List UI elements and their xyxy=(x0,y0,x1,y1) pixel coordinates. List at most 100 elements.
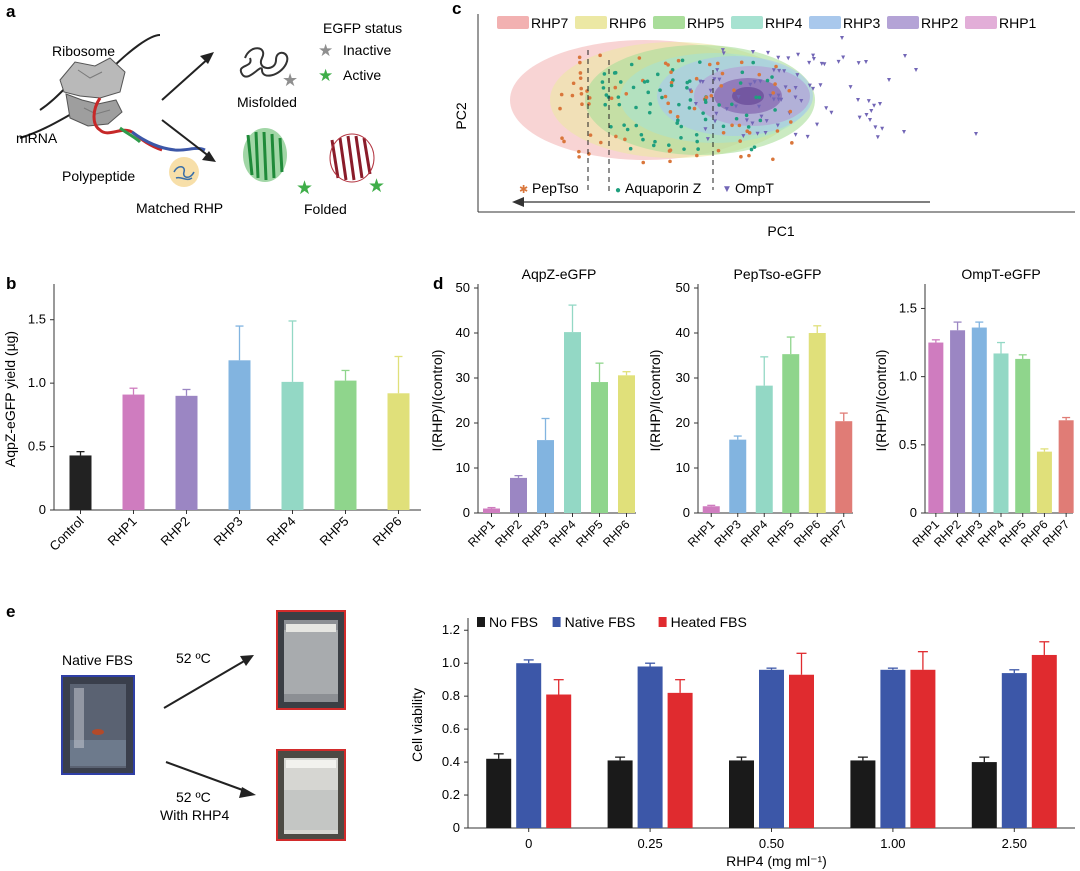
pca-point xyxy=(815,122,820,127)
pca-point xyxy=(771,97,776,102)
pca-point xyxy=(776,93,781,98)
pca-point xyxy=(688,98,693,102)
pca-point xyxy=(720,48,725,53)
y-tick-label: 0 xyxy=(683,505,690,520)
arrow-to-heated-icon xyxy=(163,655,254,709)
inactive-label: Inactive xyxy=(343,42,391,58)
x-tick-label: RHP5 xyxy=(573,517,606,550)
pca-point xyxy=(696,147,700,151)
y-tick-label: 1.0 xyxy=(28,375,46,390)
bar-rhp6 xyxy=(1036,451,1052,513)
y-tick-label: 30 xyxy=(676,370,690,385)
pca-point xyxy=(759,114,764,119)
pca-point xyxy=(766,50,771,55)
y-tick-label: 1.5 xyxy=(28,312,46,327)
panel-label-d: d xyxy=(433,274,443,293)
pca-clouds xyxy=(510,40,815,160)
pca-point xyxy=(663,61,668,66)
pca-point xyxy=(634,123,639,128)
pca-point xyxy=(748,82,753,87)
pca-point xyxy=(786,56,791,61)
bar-rhp1 xyxy=(702,506,720,513)
pca-point xyxy=(739,60,744,65)
pca-point xyxy=(744,118,749,123)
pca-point xyxy=(624,91,629,96)
chart-b: 0 0.5 1.0 1.5 Control RHP1 RHP2 RHP3 RHP4 RHP5 RHP… xyxy=(2,284,421,554)
pca-point xyxy=(676,58,681,63)
x-tick-label: RHP4 xyxy=(263,514,298,549)
pca-point xyxy=(694,76,699,81)
legend-swatch-rhp7 xyxy=(497,16,529,29)
x-tick-label: RHP6 xyxy=(369,514,404,549)
y-tick-label: 50 xyxy=(456,280,470,295)
pca-point xyxy=(914,68,918,72)
pca-point xyxy=(856,98,860,102)
bar-rhp3 xyxy=(537,440,554,513)
pca-point xyxy=(793,132,798,137)
panel-label-a: a xyxy=(6,2,16,21)
pca-marker-peptso-icon: ✱ xyxy=(519,184,528,196)
legend-swatch-rhp3 xyxy=(809,16,841,29)
pca-point xyxy=(818,83,823,88)
pca-point xyxy=(754,95,758,100)
legend-swatch-rhp5 xyxy=(653,16,685,29)
pca-point xyxy=(715,61,720,66)
matched-rhp-icon xyxy=(169,157,199,187)
bar-rhp6 xyxy=(808,333,826,513)
pca-point xyxy=(755,131,760,136)
pca-point xyxy=(709,93,714,98)
pca-point xyxy=(749,147,754,152)
legend-swatch-rhp2 xyxy=(887,16,919,29)
bar-rhp4 xyxy=(564,332,581,513)
pca-point xyxy=(639,132,644,137)
legend-label-rhp1: RHP1 xyxy=(999,15,1037,31)
y-axis-label: I(RHP)/I(control) xyxy=(429,350,445,452)
bar-native-fbs xyxy=(637,666,663,828)
legend-label: Heated FBS xyxy=(671,614,747,630)
bar-rhp4 xyxy=(281,381,304,510)
pca-point xyxy=(750,121,755,126)
y-tick-label: 0.6 xyxy=(442,721,460,736)
y-tick-label: 0.5 xyxy=(28,439,46,454)
matched-rhp-label: Matched RHP xyxy=(136,200,223,216)
pca-point xyxy=(875,135,880,140)
pca-point xyxy=(739,154,743,159)
pca-point xyxy=(757,104,762,109)
y-axis-label: I(RHP)/I(control) xyxy=(647,350,663,452)
pca-point xyxy=(779,97,784,102)
pca-point xyxy=(577,155,581,159)
legend-label-rhp6: RHP6 xyxy=(609,15,647,31)
pca-point xyxy=(720,71,725,76)
pca-point xyxy=(788,120,793,124)
legend-label: Native FBS xyxy=(565,614,636,630)
pca-point xyxy=(700,80,705,85)
y-tick-label: 10 xyxy=(676,460,690,475)
legend-label-rhp5: RHP5 xyxy=(687,15,725,31)
pc1-direction-arrow-icon xyxy=(512,197,930,207)
pca-point xyxy=(773,82,777,86)
pca-point xyxy=(747,153,751,158)
polypeptide-segment-icon xyxy=(131,130,206,152)
pca-point xyxy=(903,54,907,58)
pca-point xyxy=(790,141,794,145)
bar-heated-fbs xyxy=(789,674,814,828)
pca-point xyxy=(848,85,853,90)
pca-point xyxy=(685,80,690,85)
pca-point xyxy=(600,80,605,84)
pca-point xyxy=(902,130,906,134)
pca-point xyxy=(866,99,871,104)
pca-point xyxy=(719,84,724,88)
pca-point xyxy=(701,111,705,115)
pca-point xyxy=(617,102,622,107)
legend-swatch-rhp4 xyxy=(731,16,763,29)
bar-rhp2 xyxy=(175,395,198,510)
bar-heated-fbs xyxy=(910,669,936,828)
pca-point xyxy=(685,86,689,90)
chart-e-viability: 0 0.2 0.4 0.6 0.8 1.0 1.2 0 0.25 0.50 1.00 2.50 Cell… xyxy=(409,614,1075,869)
pca-point xyxy=(773,108,777,112)
bar-no-fbs xyxy=(729,760,754,828)
pca-point xyxy=(793,95,798,100)
pca-point xyxy=(777,68,782,73)
pca-point xyxy=(751,60,755,65)
